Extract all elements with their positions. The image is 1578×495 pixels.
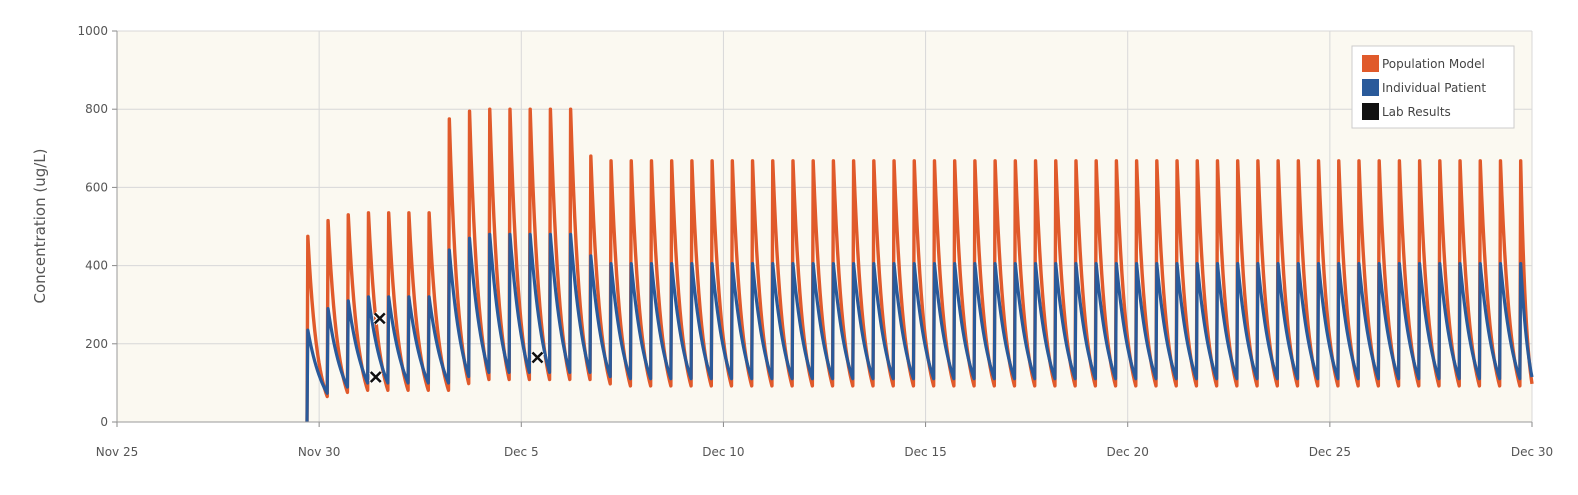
legend-label-population-model: Population Model	[1382, 57, 1485, 71]
legend: Population Model Individual Patient Lab …	[1351, 45, 1515, 129]
y-axis-title: Concentration (ug/L)	[31, 148, 49, 303]
legend-label-lab-results: Lab Results	[1382, 105, 1451, 119]
legend-swatch-lab-results	[1362, 103, 1379, 120]
x-tick-label: Nov 25	[96, 445, 139, 459]
y-tick-label: 600	[85, 180, 108, 194]
x-tick-label: Nov 30	[298, 445, 341, 459]
y-tick-label: 400	[85, 259, 108, 273]
y-tick-label: 0	[100, 415, 108, 429]
legend-swatch-population-model	[1362, 55, 1379, 72]
legend-label-individual-patient: Individual Patient	[1382, 81, 1486, 95]
x-tick-label: Dec 15	[904, 445, 946, 459]
x-tick-label: Dec 25	[1309, 445, 1351, 459]
x-tick-label: Dec 10	[702, 445, 744, 459]
axes-layer: 0 200 400 600 800 1000 Nov 25 Nov 30 Dec 5 Dec 10…	[77, 24, 1553, 459]
lab-result-marker	[530, 350, 545, 365]
x-tick-label: Dec 30	[1511, 445, 1553, 459]
lab-result-marker	[368, 370, 383, 384]
x-tick-label: Dec 5	[504, 445, 539, 459]
y-tick-label: 1000	[77, 24, 108, 38]
series-line-individual-patient	[305, 232, 1534, 423]
legend-swatch-individual-patient	[1362, 79, 1379, 96]
y-tick-label: 800	[85, 102, 108, 116]
lab-result-marker	[373, 311, 387, 326]
y-tick-label: 200	[85, 337, 108, 351]
x-tick-label: Dec 20	[1107, 445, 1149, 459]
lab-results-layer	[368, 311, 545, 384]
series-layer	[305, 107, 1534, 423]
